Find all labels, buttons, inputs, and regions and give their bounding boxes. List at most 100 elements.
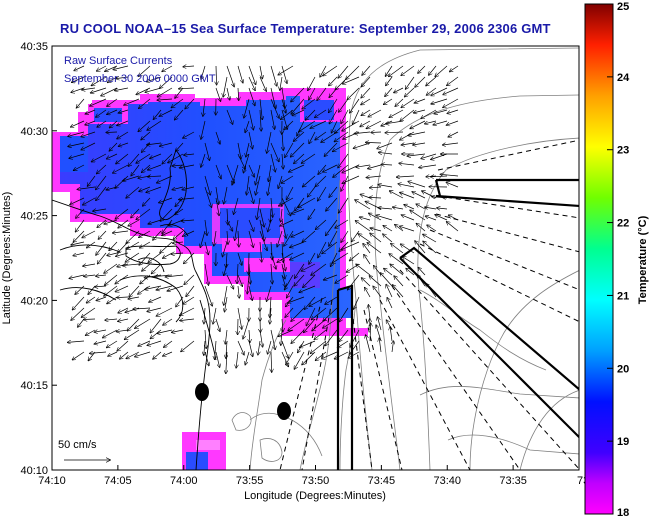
current-vector xyxy=(116,330,129,332)
current-vector xyxy=(175,208,184,215)
current-vector xyxy=(183,296,195,304)
current-vector xyxy=(379,338,381,353)
current-vector xyxy=(280,76,282,90)
current-vector xyxy=(353,296,360,309)
current-vector xyxy=(366,142,382,143)
current-vector xyxy=(147,120,162,130)
current-vector xyxy=(401,215,415,221)
current-vector xyxy=(226,340,227,358)
current-vector xyxy=(214,230,216,246)
current-vector xyxy=(184,154,195,155)
current-vector xyxy=(68,131,85,136)
current-vector xyxy=(339,98,349,112)
current-vector xyxy=(179,198,195,200)
current-vector xyxy=(410,120,426,129)
current-vector xyxy=(226,274,234,289)
current-vector xyxy=(431,176,448,177)
current-vector xyxy=(126,230,140,243)
current-vector xyxy=(362,65,371,75)
x-tick-label: 73:45 xyxy=(368,475,396,487)
current-vector xyxy=(237,252,242,265)
current-vector xyxy=(164,340,173,347)
current-vector xyxy=(361,76,371,87)
current-vector xyxy=(398,184,415,188)
current-vector xyxy=(91,76,107,86)
current-vector xyxy=(401,98,415,108)
current-vector xyxy=(159,109,173,116)
current-vector xyxy=(118,307,129,313)
current-vector xyxy=(160,241,173,253)
current-vector xyxy=(343,76,360,84)
current-vector xyxy=(358,234,371,243)
current-vector xyxy=(284,230,294,246)
current-vector xyxy=(245,120,250,133)
current-vector xyxy=(259,230,267,251)
current-vector xyxy=(287,285,294,298)
current-vector xyxy=(366,176,382,178)
current-vector xyxy=(271,263,272,284)
current-vector xyxy=(384,269,393,276)
current-vector xyxy=(107,340,118,348)
current-vector xyxy=(215,87,221,101)
current-vector xyxy=(425,207,437,209)
current-vector xyxy=(408,131,426,136)
current-vector xyxy=(204,340,205,355)
current-vector xyxy=(323,318,338,328)
current-vector xyxy=(247,274,249,294)
scale-arrow: 50 cm/s xyxy=(58,439,110,460)
current-vector xyxy=(182,186,195,190)
current-vector xyxy=(171,98,184,108)
current-vector xyxy=(325,329,338,346)
current-vector xyxy=(232,164,239,185)
current-vector xyxy=(138,285,151,294)
current-vector xyxy=(128,153,140,166)
current-vector xyxy=(142,263,151,271)
current-vector xyxy=(353,142,371,148)
current-vector xyxy=(286,186,294,200)
current-vector xyxy=(281,87,285,108)
current-vector xyxy=(183,66,195,67)
current-vector xyxy=(270,153,275,172)
current-vector xyxy=(74,65,85,71)
current-vector xyxy=(389,254,404,265)
current-vector xyxy=(419,164,437,168)
current-vector xyxy=(248,131,253,149)
current-vector xyxy=(163,351,173,356)
x-tick-label: 73:35 xyxy=(499,475,527,487)
current-vector xyxy=(118,219,129,228)
current-vector xyxy=(291,87,305,102)
current-vector xyxy=(291,98,305,114)
current-vector xyxy=(117,131,129,139)
radar-sectors xyxy=(336,178,579,470)
current-vector xyxy=(162,219,173,233)
current-vector xyxy=(322,241,338,254)
current-vector xyxy=(96,109,107,117)
current-vector xyxy=(136,153,151,163)
current-vector xyxy=(291,142,305,157)
current-vector xyxy=(281,340,288,358)
current-vector xyxy=(423,234,437,243)
current-vector xyxy=(353,109,360,124)
current-vector xyxy=(204,186,212,207)
current-vector xyxy=(354,132,371,134)
current-vector xyxy=(368,109,382,117)
current-vector xyxy=(270,109,275,129)
current-vector xyxy=(204,351,209,366)
current-vector xyxy=(153,109,162,119)
current-vector xyxy=(378,317,382,331)
current-vector xyxy=(370,187,382,188)
current-vector xyxy=(168,153,184,163)
current-vector xyxy=(376,215,393,221)
colorbar-tick-label: 22 xyxy=(617,218,629,230)
current-vector xyxy=(302,98,316,109)
current-vector xyxy=(414,109,426,113)
current-vector xyxy=(350,340,360,354)
current-vector xyxy=(390,264,404,276)
current-vector xyxy=(391,244,404,254)
current-vector xyxy=(280,219,294,226)
current-vector xyxy=(98,230,107,239)
colorbar-tick-label: 18 xyxy=(617,507,629,518)
current-vector xyxy=(415,241,426,254)
current-vector xyxy=(368,305,370,320)
current-vector xyxy=(238,285,239,298)
